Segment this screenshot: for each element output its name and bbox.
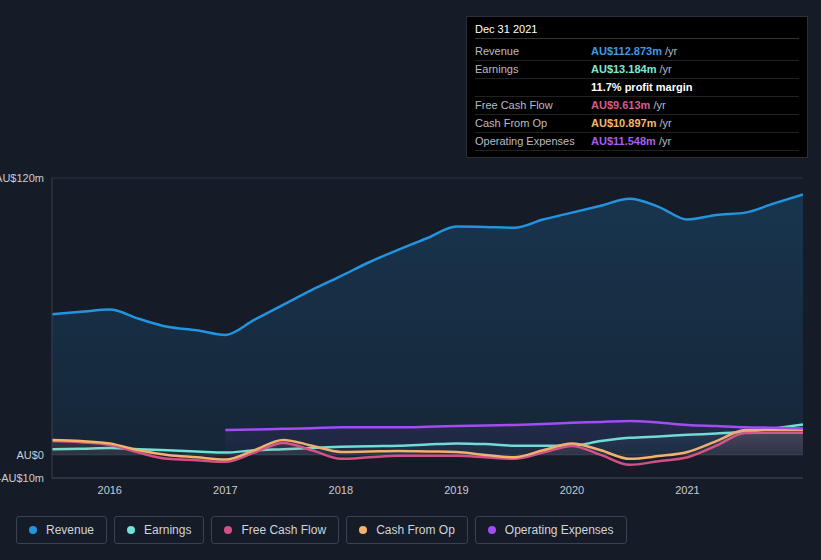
html-text:Free Cash Flow: Free Cash Flow xyxy=(475,99,553,111)
svg-text:-AU$10m: -AU$10m xyxy=(8,472,44,484)
html-text:AU$11.548m /yr: AU$11.548m /yr xyxy=(591,135,672,147)
html-text:Revenue: Revenue xyxy=(46,523,94,537)
html-text:Earnings: Earnings xyxy=(475,63,519,75)
svg-text:AU$120m: AU$120m xyxy=(8,172,44,184)
svg-text:2020: 2020 xyxy=(560,484,584,496)
html-text:AU$9.613m /yr: AU$9.613m /yr xyxy=(591,99,666,111)
svg-text:2016: 2016 xyxy=(98,484,122,496)
html-text:Operating Expenses: Operating Expenses xyxy=(504,523,614,537)
html-text:Dec 31 2021: Dec 31 2021 xyxy=(475,23,538,35)
html-text:AU$13.184m /yr: AU$13.184m /yr xyxy=(591,63,672,75)
svg-text:2019: 2019 xyxy=(444,484,468,496)
svg-text:2018: 2018 xyxy=(329,484,353,496)
html-text:Cash From Op: Cash From Op xyxy=(475,117,548,129)
svg-text:2017: 2017 xyxy=(213,484,237,496)
html-text:AU$112.873m /yr: AU$112.873m /yr xyxy=(591,45,678,57)
html-text:Free Cash Flow: Free Cash Flow xyxy=(241,523,327,537)
html-text:Revenue: Revenue xyxy=(475,45,519,57)
html-text:AU$10.897m /yr: AU$10.897m /yr xyxy=(591,117,672,129)
html-text:Cash From Op: Cash From Op xyxy=(376,523,455,537)
html-text:Earnings: Earnings xyxy=(144,523,192,537)
html-text:11.7% profit margin: 11.7% profit margin xyxy=(591,81,693,93)
svg-text:2021: 2021 xyxy=(675,484,699,496)
svg-text:AU$0: AU$0 xyxy=(16,449,44,461)
html-text:Operating Expenses: Operating Expenses xyxy=(475,135,575,147)
